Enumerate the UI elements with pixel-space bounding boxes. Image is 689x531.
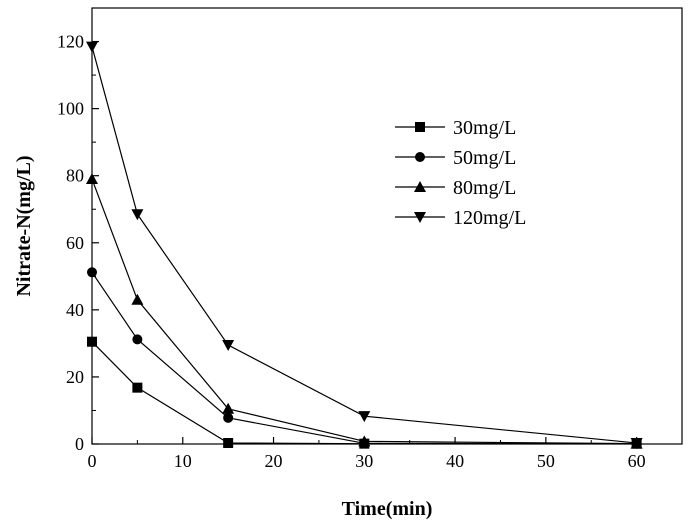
- data-point: [358, 435, 371, 447]
- legend-label: 30mg/L: [453, 117, 516, 139]
- legend-label: 120mg/L: [453, 207, 526, 229]
- data-point: [630, 437, 643, 449]
- x-tick-label: 0: [88, 451, 97, 471]
- data-point: [132, 382, 143, 393]
- x-tick-label: 10: [174, 451, 192, 471]
- data-point: [131, 293, 144, 305]
- legend-marker: [414, 181, 426, 192]
- x-tick-label: 50: [537, 451, 555, 471]
- y-tick-label: 100: [57, 99, 84, 119]
- data-point: [223, 412, 234, 423]
- data-point: [222, 340, 235, 352]
- x-tick-label: 40: [446, 451, 464, 471]
- series-line-2: [91, 178, 637, 445]
- data-point: [223, 437, 234, 448]
- x-tick-label: 20: [265, 451, 283, 471]
- data-point: [131, 209, 144, 221]
- data-point: [87, 336, 97, 347]
- series-line-0: [91, 341, 637, 445]
- legend: 30mg/L 50mg/L 80mg/L 120mg/L: [395, 117, 526, 229]
- y-tick-label: 0: [75, 434, 84, 454]
- legend-label: 50mg/L: [453, 147, 516, 169]
- legend-label: 80mg/L: [453, 177, 516, 199]
- x-axis-title: Time(min): [342, 498, 433, 520]
- series-line-3: [91, 46, 637, 444]
- y-tick-label: 40: [66, 300, 84, 320]
- legend-marker: [415, 152, 425, 162]
- y-tick-label: 20: [66, 367, 84, 387]
- data-point: [86, 173, 98, 185]
- series-markers: [86, 41, 643, 449]
- legend-marker: [414, 212, 426, 223]
- y-tick-label: 120: [57, 32, 84, 52]
- x-tick-label: 60: [628, 451, 646, 471]
- y-axis-title: Nitrate-N(mg/L): [13, 155, 35, 296]
- data-point: [222, 402, 235, 414]
- data-point: [132, 334, 143, 345]
- data-point: [86, 41, 98, 53]
- y-tick-label: 80: [66, 166, 84, 186]
- axis-ticks: 0 10 20 30 40 50 60 0 20 40 60 80 100 120: [57, 32, 646, 471]
- legend-marker: [415, 122, 425, 132]
- series-lines: [91, 46, 637, 445]
- data-point: [358, 411, 371, 423]
- x-tick-label: 30: [355, 451, 373, 471]
- data-point: [87, 267, 97, 278]
- y-tick-label: 60: [66, 233, 84, 253]
- plot-frame: [91, 7, 683, 445]
